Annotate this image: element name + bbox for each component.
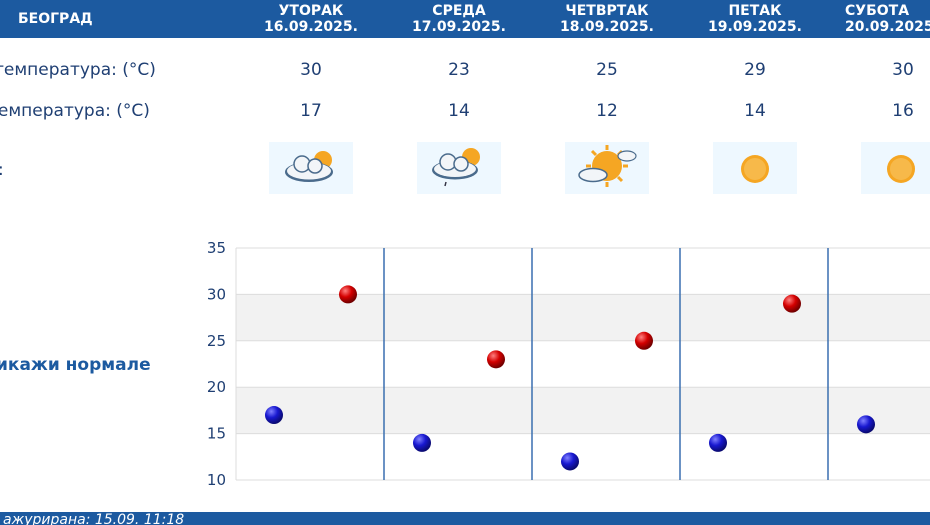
max-temp-value: 29 [744, 60, 766, 80]
chart-grid [235, 247, 930, 481]
partly-cloudy-drizzle-icon [432, 148, 480, 187]
max-temp-point [487, 350, 505, 369]
chart-band [236, 387, 930, 434]
weather-icon-cell-1 [269, 142, 353, 194]
y-tick-label: 30 [207, 285, 226, 303]
forecast-header: БЕОГРАД УТОРАК 16.09.2025. СРЕДА 17.09.2… [0, 0, 930, 38]
partly-cloudy-icon [285, 151, 333, 182]
chart-band [236, 294, 930, 341]
weather-icon-cell-2 [417, 142, 501, 194]
min-temp-point [561, 452, 579, 471]
sunny-icon [741, 155, 769, 183]
max-temp-value: 30 [892, 60, 914, 80]
footer-bar: а ажурирана: 15.09. 11:18 [0, 512, 930, 525]
weather-icon-cell-3 [565, 142, 649, 194]
day-header-3: ЧЕТВРТАК 18.09.2025. [537, 3, 677, 35]
min-temp-point [857, 415, 875, 434]
y-tick-label: 25 [207, 332, 226, 350]
day-header-5: СУБОТА 20.09.2025. [833, 3, 930, 35]
day-date: 19.09.2025. [708, 19, 802, 35]
max-temp-value: 30 [300, 60, 322, 80]
max-temp-label: температура: (°C) [0, 60, 156, 80]
min-temp-value: 17 [300, 101, 322, 121]
min-temp-value: 12 [596, 101, 618, 121]
day-name: ПЕТАК [728, 3, 782, 19]
chart-bands [236, 294, 930, 434]
day-dividers [383, 248, 829, 480]
y-tick-label: 10 [207, 471, 226, 489]
day-date: 16.09.2025. [264, 19, 358, 35]
day-header-4: ПЕТАК 19.09.2025. [685, 3, 825, 35]
weather-icon-cell-4 [713, 142, 797, 194]
max-temp-value: 23 [448, 60, 470, 80]
day-date: 20.09.2025. [845, 19, 930, 35]
day-date: 18.09.2025. [560, 19, 654, 35]
weather-label: : [0, 160, 4, 180]
min-temp-point [265, 406, 283, 425]
city-name: БЕОГРАД [18, 11, 93, 27]
min-temp-point [413, 433, 431, 452]
day-name: УТОРАК [278, 3, 344, 19]
weather-icon-cell-5 [861, 142, 930, 194]
sunny-icon [887, 155, 915, 183]
day-name: СРЕДА [432, 3, 486, 19]
min-temp-value: 14 [448, 101, 470, 121]
day-header-1: УТОРАК 16.09.2025. [241, 3, 381, 35]
day-name: СУБОТА [845, 3, 910, 19]
y-tick-label: 20 [207, 378, 226, 396]
y-tick-label: 35 [207, 239, 226, 257]
max-temp-point [635, 331, 653, 350]
min-temp-value: 14 [744, 101, 766, 121]
day-name: ЧЕТВРТАК [565, 3, 649, 19]
day-header-2: СРЕДА 17.09.2025. [389, 3, 529, 35]
min-temp-point [709, 433, 727, 452]
y-axis-labels: 35 30 25 20 15 10 [207, 239, 226, 489]
max-temp-value: 25 [596, 60, 618, 80]
temperature-chart: 35 30 25 20 15 10 [207, 239, 930, 489]
min-temp-label: температура: (°C) [0, 101, 150, 121]
chart-points [265, 285, 875, 471]
mostly-sunny-icon [578, 145, 637, 187]
day-date: 17.09.2025. [412, 19, 506, 35]
last-updated: а ажурирана: 15.09. 11:18 [0, 512, 185, 525]
max-temp-point [339, 285, 357, 304]
y-tick-label: 15 [207, 425, 226, 443]
max-temp-point [783, 294, 801, 313]
min-temp-value: 16 [892, 101, 914, 121]
show-normals-link[interactable]: икажи нормале [0, 355, 151, 375]
